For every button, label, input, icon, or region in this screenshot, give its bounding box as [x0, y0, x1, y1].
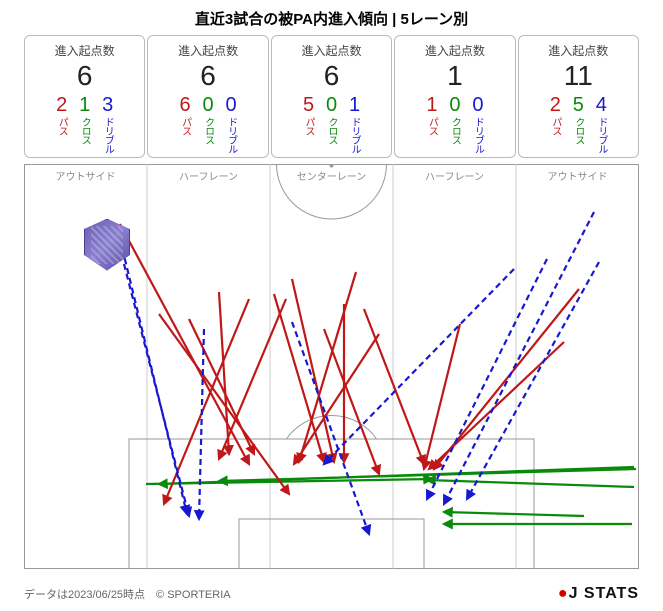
breakdown-label: クロス	[447, 117, 462, 144]
arrow-pass	[364, 309, 424, 464]
lane-card: 進入起点数62 パス 1 クロス 3 ドリブル	[24, 35, 145, 158]
arrow-cross	[427, 480, 634, 487]
pitch-container: アウトサイドハーフレーンセンターレーンハーフレーンアウトサイド	[24, 164, 639, 569]
breakdown-dribble: 0 ドリブル	[224, 95, 239, 153]
lane-header: 進入起点数	[399, 42, 510, 59]
lane-total: 11	[523, 59, 634, 93]
breakdown-num: 0	[470, 95, 485, 115]
arrow-pass	[274, 294, 324, 462]
lane-header: 進入起点数	[276, 42, 387, 59]
lane-header: 進入起点数	[523, 42, 634, 59]
breakdown-num: 2	[548, 95, 563, 115]
breakdown-label: ドリブル	[594, 117, 609, 153]
arrow-pass	[219, 299, 286, 459]
brand-text: STATS	[578, 585, 639, 602]
lane-breakdown: 6 パス 0 クロス 0 ドリブル	[152, 95, 263, 153]
breakdown-num: 1	[347, 95, 362, 115]
breakdown-pass: 2 パス	[54, 95, 69, 153]
breakdown-label: クロス	[77, 117, 92, 144]
lane-card: 進入起点数66パス0クロス0ドリブル	[147, 35, 268, 158]
breakdown-label: パス	[424, 117, 439, 135]
lane-name-label: ハーフレーン	[393, 168, 516, 183]
breakdown-num: 4	[594, 95, 609, 115]
lane-breakdown: 2 パス 5 クロス 4 ドリブル	[523, 95, 634, 153]
lane-card: 進入起点数65 パス 0 クロス 1 ドリブル	[271, 35, 392, 158]
arrow-dribble	[324, 269, 514, 464]
arrow-pass	[219, 292, 229, 454]
lane-name-label: アウトサイド	[24, 168, 147, 183]
breakdown-num: 0	[447, 95, 462, 115]
breakdown-label: ドリブル	[100, 117, 115, 153]
arrow-cross	[444, 512, 584, 516]
arrow-dribble	[199, 329, 204, 519]
breakdown-dribble: 3 ドリブル	[100, 95, 115, 153]
lane-name-label: センターレーン	[270, 168, 393, 183]
breakdown-pass: 2 パス	[548, 95, 563, 153]
lane-stats-row: 進入起点数62パス1クロス3ドリブル進入起点数66パス0クロス0ドリブル進入起点…	[0, 35, 663, 158]
lane-header: 進入起点数	[29, 42, 140, 59]
footer-credit: データは2023/06/25時点 © SPORTERIA	[24, 586, 231, 602]
breakdown-pass: 5 パス	[301, 95, 316, 153]
breakdown-cross: 0 クロス	[201, 95, 216, 153]
breakdown-num: 5	[571, 95, 586, 115]
breakdown-dribble: 1 ドリブル	[347, 95, 362, 153]
breakdown-dribble: 0 ドリブル	[470, 95, 485, 153]
breakdown-cross: 0 クロス	[447, 95, 462, 153]
breakdown-label: ドリブル	[470, 117, 485, 153]
lane-total: 6	[152, 59, 263, 93]
lane-header: 進入起点数	[152, 42, 263, 59]
chart-title: 直近3試合の被PA内進入傾向 | 5レーン別	[0, 0, 663, 35]
breakdown-num: 0	[324, 95, 339, 115]
footer: データは2023/06/25時点 © SPORTERIA ●J STATS	[0, 585, 663, 603]
lane-total: 6	[276, 59, 387, 93]
lane-names-row: アウトサイドハーフレーンセンターレーンハーフレーンアウトサイド	[24, 168, 639, 183]
breakdown-cross: 0 クロス	[324, 95, 339, 153]
breakdown-num: 6	[178, 95, 193, 115]
breakdown-num: 3	[100, 95, 115, 115]
breakdown-cross: 5 クロス	[571, 95, 586, 153]
brand-j: J	[569, 585, 579, 602]
breakdown-label: パス	[301, 117, 316, 135]
breakdown-pass: 1 パス	[424, 95, 439, 153]
lane-card: 進入起点数112 パス 5 クロス 4 ドリブル	[518, 35, 639, 158]
breakdown-num: 1	[77, 95, 92, 115]
breakdown-cross: 1 クロス	[77, 95, 92, 153]
brand-dot-icon: ●	[558, 585, 569, 602]
arrow-dribble	[124, 264, 189, 516]
lane-breakdown: 5 パス 0 クロス 1 ドリブル	[276, 95, 387, 153]
breakdown-label: クロス	[201, 117, 216, 144]
breakdown-num: 0	[201, 95, 216, 115]
breakdown-num: 5	[301, 95, 316, 115]
arrow-pass	[424, 324, 460, 469]
breakdown-num: 0	[224, 95, 239, 115]
lane-card: 進入起点数11パス0クロス0ドリブル	[394, 35, 515, 158]
breakdown-label: パス	[54, 117, 69, 135]
lane-breakdown: 2 パス 1 クロス 3 ドリブル	[29, 95, 140, 153]
breakdown-label: パス	[178, 117, 193, 135]
lane-name-label: ハーフレーン	[147, 168, 270, 183]
breakdown-label: ドリブル	[224, 117, 239, 153]
lane-total: 6	[29, 59, 140, 93]
breakdown-num: 2	[54, 95, 69, 115]
brand-logo: ●J STATS	[558, 585, 639, 603]
lane-breakdown: 1 パス 0 クロス 0 ドリブル	[399, 95, 510, 153]
breakdown-dribble: 4 ドリブル	[594, 95, 609, 153]
breakdown-label: ドリブル	[347, 117, 362, 153]
breakdown-label: パス	[548, 117, 563, 135]
breakdown-label: クロス	[571, 117, 586, 144]
breakdown-pass: 6 パス	[178, 95, 193, 153]
breakdown-num: 1	[424, 95, 439, 115]
arrow-dribble	[444, 212, 594, 504]
lane-name-label: アウトサイド	[516, 168, 639, 183]
lane-total: 1	[399, 59, 510, 93]
breakdown-label: クロス	[324, 117, 339, 144]
